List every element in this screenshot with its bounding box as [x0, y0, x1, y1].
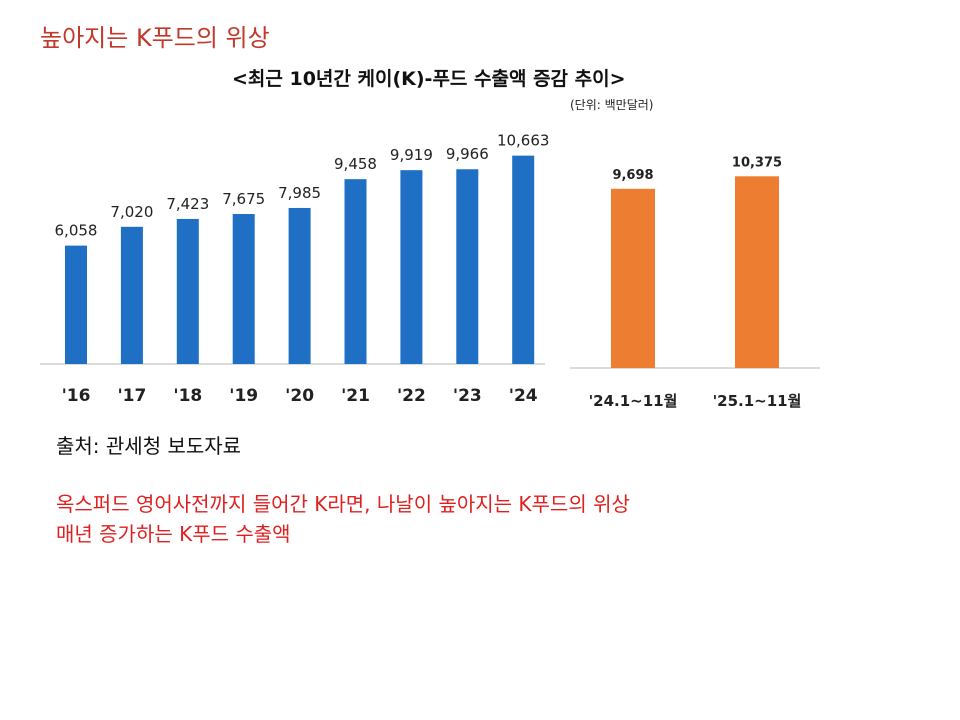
chart-0-bar-6	[400, 170, 423, 364]
chart-0-tick-label-7: '23	[453, 386, 482, 406]
chart-0-tick-label-4: '20	[285, 386, 314, 406]
chart-1-bar-1	[735, 176, 779, 368]
chart-0-tick-label-6: '22	[397, 386, 426, 406]
chart-0-value-label-8: 10,663	[497, 132, 550, 150]
chart-0-bar-0	[65, 245, 87, 364]
chart-0-value-label-3: 7,675	[222, 190, 265, 208]
chart-0-value-label-7: 9,966	[446, 145, 489, 163]
period-export-chart: 9,698 '24.1~11월 10,375 '25.1~11월	[570, 155, 820, 410]
chart-0-bar-5	[344, 179, 367, 364]
source-text: 출처: 관세청 보도자료	[56, 434, 242, 458]
chart-0-value-label-4: 7,985	[278, 184, 321, 202]
annual-export-chart: 6,058 '16 7,020 '17 7,423 '18 7,675 '19 7,985 '20…	[40, 132, 549, 406]
chart-0-bar-8	[512, 155, 535, 364]
chart-0-value-label-1: 7,020	[110, 203, 153, 221]
chart-0-bar-7	[456, 169, 479, 364]
chart-0-tick-label-1: '17	[117, 386, 146, 406]
headline-line-2: 매년 증가하는 K푸드 수출액	[56, 522, 291, 546]
chart-0-tick-label-5: '21	[341, 386, 370, 406]
chart-0-bar-2	[176, 218, 199, 364]
chart-0-tick-label-2: '18	[173, 386, 202, 406]
chart-0-bar-1	[120, 226, 143, 364]
chart-0-tick-label-8: '24	[509, 386, 538, 406]
chart-1-value-label-0: 9,698	[612, 168, 653, 183]
chart-1-value-label-1: 10,375	[732, 155, 782, 170]
chart-0-tick-label-0: '16	[62, 386, 91, 406]
chart-1-bar-0	[611, 188, 655, 368]
slide-title: 높아지는 K푸드의 위상	[40, 24, 270, 52]
chart-1-tick-label-1: '25.1~11월	[713, 392, 802, 410]
chart-0-value-label-6: 9,919	[390, 146, 433, 164]
unit-label: (단위: 백만달러)	[570, 98, 654, 112]
chart-title: <최근 10년간 케이(K)-푸드 수출액 증감 추이>	[232, 68, 626, 90]
headline-line-1: 옥스퍼드 영어사전까지 들어간 K라면, 나날이 높아지는 K푸드의 위상	[56, 492, 630, 516]
chart-0-value-label-2: 7,423	[166, 195, 209, 213]
chart-0-tick-label-3: '19	[229, 386, 258, 406]
chart-0-value-label-5: 9,458	[334, 155, 377, 173]
chart-0-value-label-0: 6,058	[55, 222, 98, 240]
chart-1-tick-label-0: '24.1~11월	[589, 392, 678, 410]
chart-0-bar-3	[232, 214, 255, 364]
chart-0-bar-4	[288, 207, 311, 364]
